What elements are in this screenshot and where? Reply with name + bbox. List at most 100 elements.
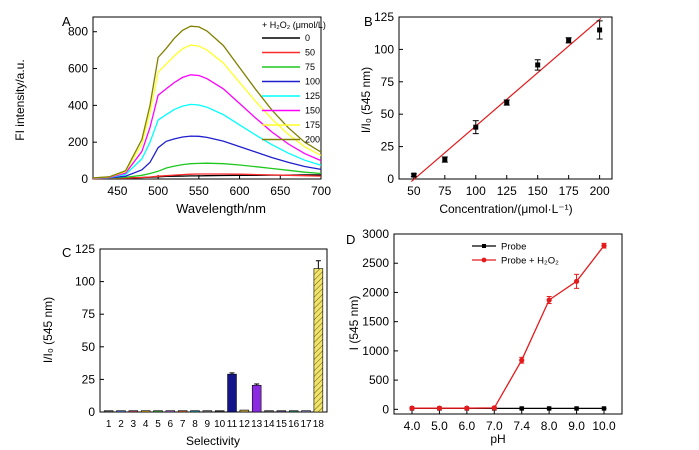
panel-d-series [409,242,607,411]
panel-a-series-line-75 [92,162,322,180]
panel-c-x-tick-label: 6 [168,419,174,430]
panel-b-x-tick-label: 175 [559,184,579,198]
panel-d-x-tick-label: 6.0 [459,419,476,433]
panel-a-series [92,25,322,180]
panel-b-y-tick-label: 100 [374,42,394,56]
panel-b: B 0 25 50 75 100 125 50 75 100 125 150 175 200 I/I₀ … [359,10,613,216]
panel-a-series-line-200 [92,25,322,179]
panel-a-y-tick-label: 600 [68,62,88,76]
panel-c-x-tick-label: 14 [263,419,275,430]
panel-b-x-axis-label: Concentration/(μmol·L⁻¹) [439,202,572,216]
panel-d-x-tick-label: 8.0 [541,419,558,433]
panel-c-y-tick-label: 75 [82,307,96,321]
panel-c-x-tick-label: 15 [276,419,288,430]
panel-a-legend-label-50: 50 [305,48,315,58]
panel-b-data-point [473,124,479,130]
panel-d-data-point [464,405,470,411]
panel-b-x-tick-label: 125 [497,184,517,198]
panel-c-x-tick-label: 11 [227,419,238,430]
panel-b-axes: 0 25 50 75 100 125 50 75 100 125 150 175 200 [374,10,610,198]
panel-d: D 0 500 1000 1500 2000 2500 3000 4.0 5.0 6.0 7.0 7.… [346,227,623,446]
panel-a-series-line-50 [92,173,322,180]
panel-c-y-tick-label: 25 [82,372,96,386]
panel-d-data-point [491,405,497,411]
panel-d-x-tick-label: 9.0 [568,419,585,433]
panel-b-data-point [597,27,603,33]
panel-c-x-tick-label: 8 [192,419,198,430]
panel-c-bar-9 [202,410,213,413]
panel-d-data-point [436,405,443,411]
panel-c-bar-12 [239,409,250,413]
panel-b-data [410,17,603,183]
panel-a-legend-label-75: 75 [305,62,315,72]
panel-a-x-tick-label: 550 [189,184,209,198]
panel-c-bar-5 [153,410,163,413]
panel-a-x-tick-label: 600 [230,184,250,198]
panel-b-data-point [504,100,510,106]
panel-a-x-tick-label: 450 [107,184,127,198]
panel-a-y-tick-label: 200 [68,135,88,149]
panel-c-y-tick-label: 100 [75,275,95,289]
panel-d-axes: 0 500 1000 1500 2000 2500 3000 4.0 5.0 6.0 7.0 7.4 8… [362,227,616,433]
panel-b-x-tick-label: 150 [528,184,548,198]
panel-c-bar-2 [116,410,126,413]
panel-c-x-tick-label: 12 [239,419,251,430]
panel-d-data-point [601,243,607,249]
panel-a-legend-label-125: 125 [305,91,320,101]
panel-d-label: D [346,232,355,247]
panel-c-x-axis-label: Selectivity [186,434,240,448]
panel-d-series-line-1 [412,245,605,409]
panel-c-bar-7 [177,410,188,413]
panel-d-data-point [601,406,607,411]
panel-c-y-axis-label: I/I₀ (545 nm) [41,297,55,363]
panel-a-legend-label-200: 200 [305,135,320,145]
panel-c-bar-18 [313,268,324,413]
panel-c-x-tick-label: 10 [214,419,226,430]
panel-c-bar-1 [103,410,114,413]
panel-d-y-tick-label: 1000 [362,344,389,358]
panel-b-data-point [442,157,448,163]
panel-d-x-axis-label: pH [490,432,505,446]
panel-d-x-tick-label: 5.0 [431,419,448,433]
panel-c-bar-8 [190,410,200,413]
panel-b-y-tick-label: 75 [381,75,395,89]
panel-c-y-tick-label: 50 [82,340,96,354]
panel-c-bar-4 [140,410,151,413]
panel-b-data-point [411,172,417,178]
panel-b-x-tick-label: 75 [438,184,452,198]
panel-d-data-point [546,297,552,303]
panel-a-series-line-150 [92,74,322,179]
panel-c-bar-16 [288,410,299,413]
panel-a-series-line-100 [92,135,322,180]
panel-d-data-point [519,357,525,363]
panel-d-x-tick-label: 10.0 [592,419,616,433]
panel-d-data-point [519,406,524,411]
panel-c-x-tick-label: 16 [288,419,300,430]
panel-d-legend: Probe Probe + H₂O₂ [472,242,559,267]
panel-b-y-tick-label: 25 [381,140,395,154]
panel-b-data-point [566,37,572,43]
panel-d-x-tick-label: 7.0 [486,419,503,433]
panel-d-x-tick-label: 7.4 [513,419,530,433]
panel-c-bar-15 [276,410,287,413]
panel-c-x-tick-label: 4 [143,419,149,430]
panel-d-y-tick-label: 1500 [362,315,389,329]
panel-c-bar-6 [165,410,176,413]
panel-d-data-point [409,405,415,411]
panel-c-bar-3 [128,410,139,413]
panel-c-bars [103,260,324,413]
panel-a-x-axis-label: Wavelength/nm [176,201,266,216]
panel-a-legend: + H₂O₂ (μmol/L) 0 50 75 100 125 150 175 200 [262,20,326,145]
panel-d-legend-marker [481,257,487,263]
panel-b-x-tick-label: 100 [466,184,486,198]
panel-b-y-tick-label: 125 [374,10,394,24]
panel-b-y-tick-label: 50 [381,107,395,121]
panel-c-x-tick-label: 13 [251,419,263,430]
panel-d-y-tick-label: 3000 [362,227,389,241]
panel-c-bar-17 [301,410,311,413]
